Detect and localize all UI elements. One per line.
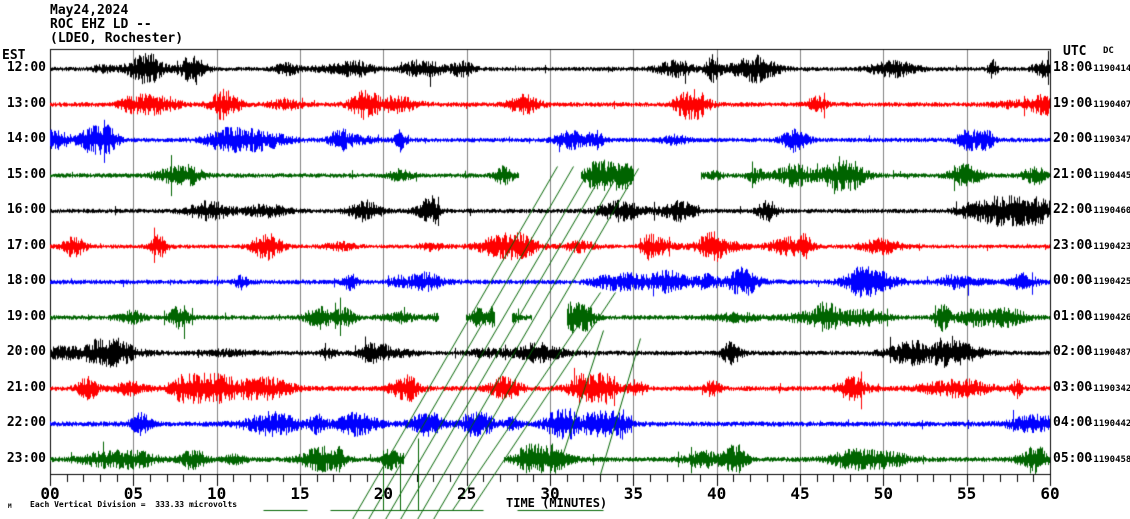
utc-hour-label: 02:00 xyxy=(1053,344,1093,359)
dc-value: -1190460 xyxy=(1088,206,1130,216)
header-date: May24,2024 xyxy=(50,3,129,18)
utc-hour-label: 22:00 xyxy=(1053,202,1093,217)
utc-hour-label: 03:00 xyxy=(1053,379,1093,395)
x-tick-label: 25 xyxy=(457,484,477,503)
dc-value: -1190414 xyxy=(1088,64,1130,74)
utc-hour-label: 01:00 xyxy=(1053,308,1093,324)
utc-hour-label: 05:00 xyxy=(1053,450,1093,466)
est-hour-label: 22:00 xyxy=(6,415,46,430)
dc-value: -1190445 xyxy=(1088,170,1130,181)
dc-value: -1190458 xyxy=(1088,454,1130,465)
x-tick-label: 40 xyxy=(707,484,727,503)
x-tick-label: 10 xyxy=(207,484,227,503)
est-hour-label: 15:00 xyxy=(6,166,46,182)
est-hour-label: 16:00 xyxy=(6,202,46,217)
x-tick-label: 30 xyxy=(540,484,560,503)
x-axis-label: TIME (MINUTES) xyxy=(506,496,608,510)
x-tick-label: 00 xyxy=(40,484,60,503)
dc-value: -1190425 xyxy=(1088,277,1130,287)
x-tick-label: 20 xyxy=(373,484,393,503)
est-hour-label: 21:00 xyxy=(6,379,46,395)
x-tick-label: 45 xyxy=(790,484,810,503)
utc-hour-label: 19:00 xyxy=(1053,95,1093,111)
utc-hour-label: 21:00 xyxy=(1053,166,1093,182)
utc-hour-label: 04:00 xyxy=(1053,415,1093,430)
est-hour-label: 13:00 xyxy=(6,95,46,111)
footer-marker: M xyxy=(8,503,12,510)
header-location: (LDEO, Rochester) xyxy=(50,31,184,46)
x-tick-label: 35 xyxy=(623,484,643,503)
dc-value: -1190342 xyxy=(1088,383,1130,394)
dc-value: -1190407 xyxy=(1088,99,1130,110)
dc-value: -1190442 xyxy=(1088,419,1130,429)
left-timezone-label: EST xyxy=(2,48,26,63)
header-station: ROC EHZ LD -- xyxy=(50,17,152,32)
x-tick-label: 15 xyxy=(290,484,310,503)
dc-value: -1190487 xyxy=(1088,348,1130,358)
dc-value: -1190347 xyxy=(1088,135,1130,145)
x-tick-label: 60 xyxy=(1040,484,1060,503)
right-timezone-label: UTC xyxy=(1063,44,1087,59)
est-hour-label: 19:00 xyxy=(6,308,46,324)
est-hour-label: 17:00 xyxy=(6,237,46,253)
est-hour-label: 23:00 xyxy=(6,450,46,466)
x-tick-label: 55 xyxy=(957,484,977,503)
est-hour-label: 20:00 xyxy=(6,344,46,359)
footer-scale-note: Each Vertical Division = 333.33 microvol… xyxy=(30,500,238,509)
utc-hour-label: 23:00 xyxy=(1053,237,1093,253)
est-hour-label: 14:00 xyxy=(6,131,46,146)
dc-value: -1190426 xyxy=(1088,312,1130,323)
est-hour-label: 18:00 xyxy=(6,273,46,288)
utc-hour-label: 18:00 xyxy=(1053,60,1093,75)
dc-column-label: DC xyxy=(1103,46,1114,56)
dc-value: -1190423 xyxy=(1088,241,1130,252)
utc-hour-label: 20:00 xyxy=(1053,131,1093,146)
x-tick-label: 05 xyxy=(123,484,143,503)
utc-hour-label: 00:00 xyxy=(1053,273,1093,288)
x-tick-label: 50 xyxy=(873,484,893,503)
est-hour-label: 12:00 xyxy=(6,60,46,75)
